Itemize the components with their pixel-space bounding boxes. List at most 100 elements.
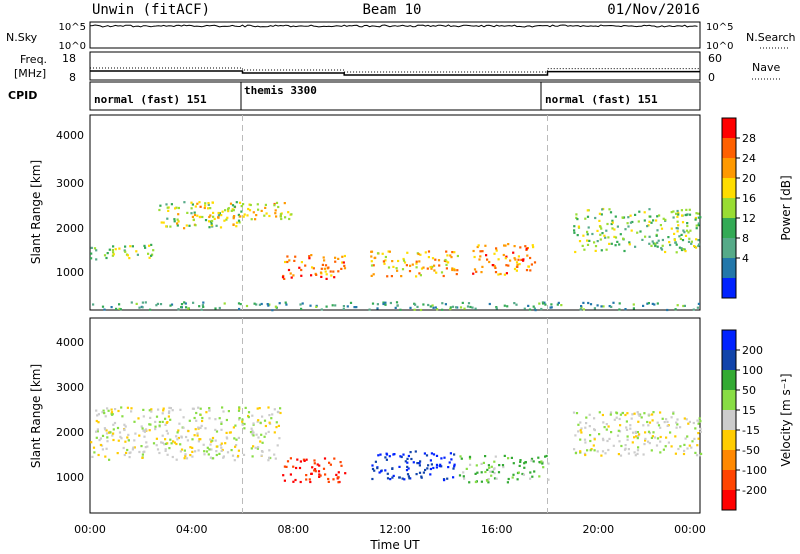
velocity-echo-cell [238, 406, 241, 409]
velocity-echo-cell [653, 436, 657, 439]
velocity-echo-cell [636, 411, 639, 414]
power-echo-cell [315, 305, 318, 308]
velocity-echo-cell [607, 425, 610, 428]
velocity-echo-cell [619, 424, 622, 427]
power-echo-cell [170, 203, 173, 206]
time-axis-label: Time UT [369, 538, 420, 552]
power-echo-cell [513, 267, 517, 271]
power-echo-cell [652, 219, 655, 222]
velocity-echo-cell [192, 407, 195, 410]
power-echo-cell [290, 213, 293, 216]
power-echo-cell [451, 251, 454, 254]
power-echo-cell [315, 273, 318, 276]
velocity-echo-cell [458, 474, 462, 477]
velocity-colorbar-block-9 [722, 490, 736, 511]
power-colorbar-tick: 24 [742, 152, 756, 165]
power-echo-cell [343, 264, 346, 267]
power-echo-cell [292, 274, 295, 277]
freq-panel: Freq. [MHz] 18 8 60 0 Nave [14, 51, 780, 84]
velocity-echo-cell [261, 415, 264, 418]
nsky-right-tick-bottom: 10^0 [706, 41, 733, 52]
power-echo-cell [509, 259, 512, 262]
velocity-echo-cell [636, 449, 640, 452]
velocity-echo-cell [169, 407, 172, 410]
velocity-echo-cell [650, 436, 653, 439]
power-echo-cell [474, 307, 477, 310]
velocity-echo-cell [311, 466, 314, 469]
power-echo-cell [532, 305, 535, 308]
velocity-echo-cell [93, 451, 96, 454]
velocity-echo-cell [95, 430, 98, 433]
power-echo-cell [676, 215, 679, 218]
velocity-echo-cell [621, 411, 624, 415]
power-echo-cell [648, 208, 651, 211]
power-echo-cell [475, 270, 478, 273]
power-echo-cell [390, 275, 393, 278]
velocity-echo-cell [493, 467, 496, 470]
power-echo-cell [422, 303, 425, 306]
power-echo-cell [415, 260, 418, 263]
velocity-echo-cell [127, 439, 130, 442]
power-colorbar-tick: 16 [742, 192, 756, 205]
power-echo-region-3 [191, 201, 293, 221]
power-echo-cell [226, 216, 229, 219]
power-echo-cell [517, 258, 520, 261]
power-echo-cell [670, 227, 673, 230]
power-echo-cell [696, 306, 699, 309]
power-echo-cell [427, 256, 430, 259]
velocity-echo-cell [196, 434, 199, 437]
power-echo-cell [257, 208, 260, 211]
velocity-echo-cell [404, 460, 407, 463]
velocity-colorbar-tick: 200 [742, 344, 763, 357]
power-echo-cell [415, 262, 418, 265]
velocity-echo-region-4 [458, 454, 550, 484]
power-echo-cell [573, 231, 576, 234]
velocity-echo-cell [636, 437, 639, 440]
power-echo-cell [232, 209, 235, 212]
power-echo-cell [677, 213, 680, 216]
velocity-echo-cell [327, 480, 330, 483]
power-echo-cell [391, 260, 394, 263]
power-echo-cell [608, 305, 611, 308]
velocity-colorbar-tick: 50 [742, 384, 756, 397]
velocity-echo-cell [400, 455, 403, 459]
power-echo-cell [626, 222, 629, 225]
power-echo-cell [690, 240, 693, 243]
power-echo-cell [493, 265, 496, 268]
power-echo-cell [290, 276, 293, 279]
velocity-echo-cell [608, 437, 611, 440]
velocity-echo-cell [289, 473, 292, 476]
power-echo-cell [444, 258, 447, 262]
velocity-echo-cell [182, 416, 185, 419]
power-colorbar-block-2 [722, 138, 736, 159]
power-echo-cell [451, 267, 454, 270]
nsky-trace [89, 24, 698, 28]
velocity-echo-cell [691, 440, 694, 443]
power-echo-cell [372, 273, 375, 276]
power-echo-cell [388, 250, 391, 253]
power-echo-cell [227, 210, 230, 213]
power-echo-cell [515, 303, 518, 306]
velocity-echo-cell [105, 432, 109, 435]
power-echo-cell [353, 306, 356, 309]
power-echo-cell [103, 308, 106, 311]
power-echo-cell [392, 265, 395, 268]
power-echo-cell [212, 211, 215, 214]
velocity-echo-cell [264, 424, 267, 428]
velocity-echo-cell [575, 412, 579, 415]
velocity-echo-cell [522, 473, 525, 476]
power-echo-cell [614, 244, 617, 247]
power-echo-cell [324, 264, 328, 267]
velocity-echo-cell [529, 471, 532, 474]
velocity-echo-cell [684, 437, 687, 440]
velocity-echo-cell [269, 422, 272, 425]
power-echo-cell [370, 255, 373, 258]
velocity-echo-cell [644, 437, 647, 440]
power-echo-cell [129, 245, 132, 248]
power-echo-cell [199, 205, 202, 208]
power-echo-cell [689, 229, 692, 232]
velocity-echo-cell [191, 455, 194, 458]
power-echo-cell [667, 236, 670, 239]
power-echo-cell [200, 308, 203, 311]
power-echo-cell [471, 306, 474, 309]
